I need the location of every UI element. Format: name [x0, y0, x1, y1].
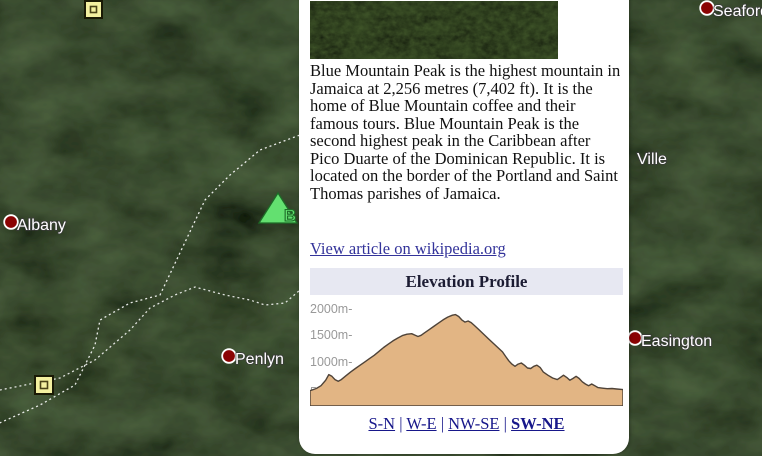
svg-text:Albany: Albany: [17, 217, 66, 234]
svg-text:Penlyn: Penlyn: [235, 351, 284, 368]
svg-text:Seaford: Seaford: [713, 3, 762, 20]
svg-text:Ville: Ville: [637, 151, 667, 168]
svg-text:Easington: Easington: [641, 333, 712, 350]
svg-text:B: B: [284, 206, 296, 225]
